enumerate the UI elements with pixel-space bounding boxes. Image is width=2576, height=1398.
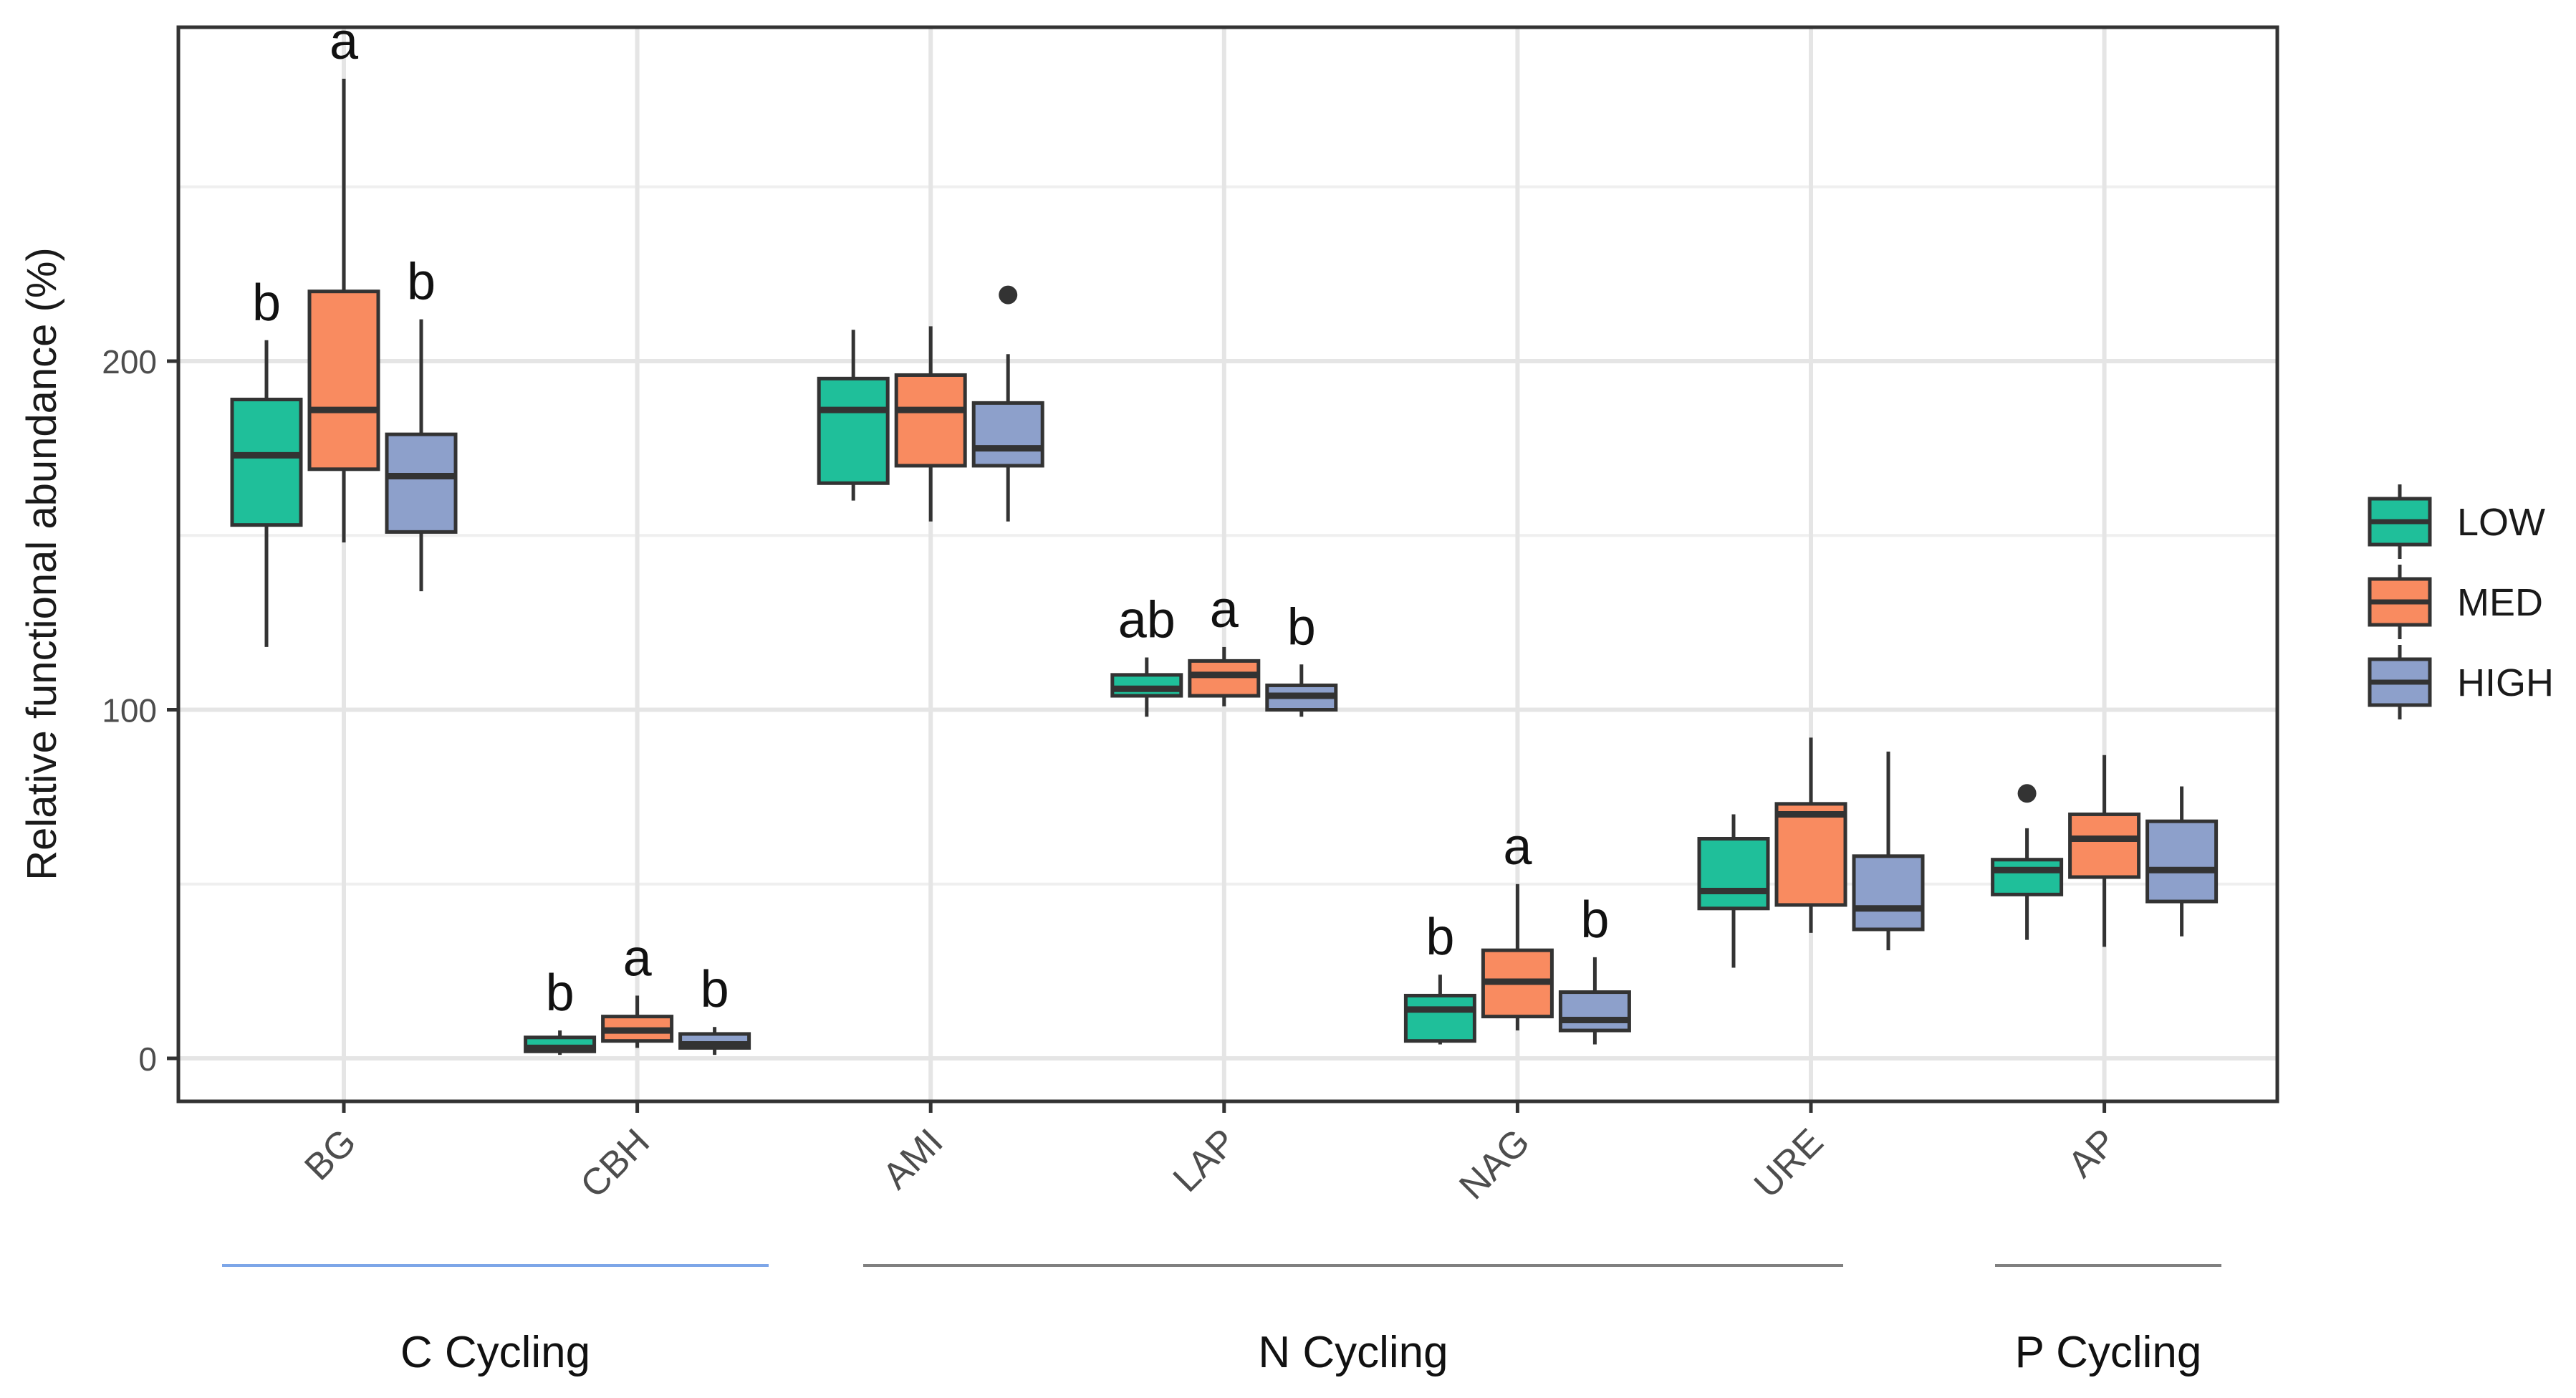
box-ure-med — [1774, 737, 1847, 933]
box-lap-high — [1265, 664, 1338, 717]
box-lap-med — [1188, 646, 1261, 707]
legend-label: MED — [2457, 581, 2543, 624]
cycling-groups: C Cycling N Cycling P Cycling — [222, 1264, 2221, 1377]
significance-letter: a — [330, 13, 359, 70]
significance-letter: b — [407, 254, 436, 311]
box-ap-high — [2145, 786, 2219, 937]
legend-label: HIGH — [2457, 661, 2554, 704]
box-bg-low — [230, 340, 303, 647]
box-ure-low — [1697, 814, 1770, 968]
box-nag-high — [1558, 957, 1631, 1045]
box-ap-low — [1991, 784, 2064, 940]
box-cbh-med — [601, 995, 674, 1048]
group-label: N Cycling — [1258, 1328, 1448, 1377]
box-body — [385, 432, 458, 534]
legend-item-high: HIGH — [2368, 645, 2554, 719]
y-tick-label: 0 — [138, 1040, 157, 1078]
box-body — [894, 373, 967, 468]
box-ure-high — [1852, 751, 1925, 951]
significance-letter: b — [546, 964, 575, 1022]
x-tick-label: NAG — [1451, 1121, 1538, 1207]
box-body — [307, 289, 380, 471]
box-body — [1110, 673, 1183, 698]
outlier-point — [2017, 784, 2037, 803]
significance-letter: b — [1426, 909, 1454, 966]
x-tick-label: AP — [2060, 1121, 2125, 1185]
y-tick-label: 200 — [102, 343, 157, 380]
legend: LOW MED HIGH — [2368, 484, 2554, 719]
box-nag-med — [1481, 884, 1554, 1031]
box-body — [1697, 837, 1770, 911]
box-bg-high — [385, 319, 458, 592]
x-tick-label: LAP — [1166, 1121, 1245, 1200]
box-body — [2068, 812, 2141, 879]
significance-letter: a — [1210, 581, 1239, 638]
significance-letter: a — [623, 929, 653, 987]
box-body — [1558, 990, 1631, 1033]
box-body — [1852, 854, 1925, 932]
x-axis: BG CBH AMI LAP NAG URE AP — [297, 1101, 2125, 1207]
boxes-layer — [230, 78, 2219, 1055]
outlier-point — [999, 285, 1018, 305]
box-lap-low — [1110, 657, 1183, 717]
box-cbh-low — [524, 1030, 597, 1055]
box-cbh-high — [678, 1027, 751, 1055]
significance-letter: b — [701, 961, 729, 1018]
significance-letter: b — [252, 274, 281, 332]
group-label: C Cycling — [400, 1328, 590, 1377]
significance-letter: a — [1503, 818, 1532, 876]
group-label: P Cycling — [2015, 1328, 2202, 1377]
legend-item-low: LOW — [2368, 484, 2545, 559]
box-bg-med — [307, 78, 380, 542]
significance-letter: b — [1287, 598, 1316, 656]
y-tick-label: 100 — [102, 692, 157, 729]
box-body — [1403, 993, 1476, 1043]
box-body — [230, 398, 303, 527]
significance-letter: ab — [1118, 592, 1176, 649]
significance-letter: b — [1580, 891, 1609, 949]
x-tick-label: CBH — [572, 1121, 658, 1206]
box-body — [971, 401, 1044, 468]
box-ami-med — [894, 326, 967, 522]
box-body — [1991, 858, 2064, 896]
box-body — [817, 376, 890, 485]
x-tick-label: BG — [297, 1121, 364, 1188]
legend-label: LOW — [2457, 501, 2545, 544]
legend-item-med: MED — [2368, 565, 2543, 639]
grid-lines — [178, 27, 2277, 1101]
box-body — [1188, 659, 1261, 698]
box-ap-med — [2068, 755, 2141, 947]
y-axis-title: Relative functional abundance (%) — [19, 247, 65, 880]
box-nag-low — [1403, 975, 1476, 1045]
box-ami-high — [971, 285, 1044, 522]
y-axis: 0 100 200 — [102, 343, 178, 1078]
box-ami-low — [817, 330, 890, 501]
box-body — [1774, 802, 1847, 907]
x-tick-label: URE — [1746, 1121, 1832, 1206]
x-tick-label: AMI — [875, 1121, 951, 1197]
box-body — [2145, 819, 2219, 904]
plot-panel-border — [176, 25, 2279, 1103]
